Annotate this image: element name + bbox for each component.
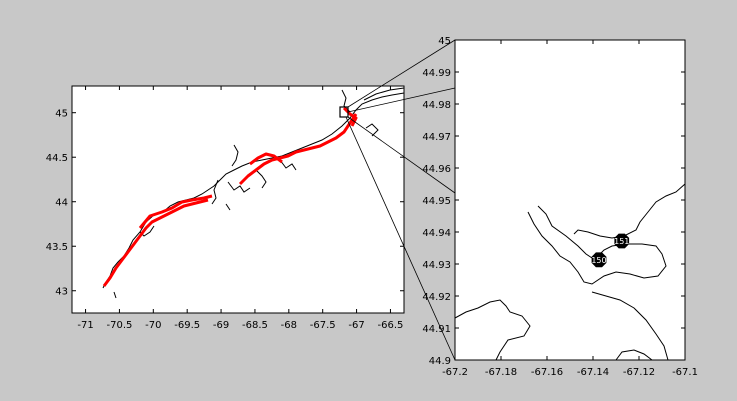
detail-ytick-label: 44.97 xyxy=(422,132,451,143)
connector-line-1 xyxy=(347,39,456,108)
detail-plot-area xyxy=(454,39,686,361)
detail-ytick-label: 44.98 xyxy=(422,100,451,111)
overview-ytick-label: 44.5 xyxy=(46,153,68,164)
overview-xtick-label: -70.5 xyxy=(106,320,132,331)
detail-ytick-label: 44.91 xyxy=(422,324,451,335)
detail-ytick-label: 44.99 xyxy=(422,68,451,79)
overview-xtick-label: -66.5 xyxy=(378,320,404,331)
overview-coastline xyxy=(102,87,405,299)
detail-ytick-label: 44.93 xyxy=(422,260,451,271)
detail-axis-ticks: -67.2 -67.18 -67.16 -67.14 -67.12 -67.144.944… xyxy=(422,36,698,378)
zoom-connector-lines xyxy=(345,39,456,361)
detail-xtick-label: -67.14 xyxy=(577,367,609,378)
overview-ytick-label: 45 xyxy=(55,109,68,120)
detail-xtick-label: -67.12 xyxy=(623,367,655,378)
station-label: 151 xyxy=(614,237,629,246)
overview-xtick-label: -68.5 xyxy=(242,320,268,331)
detail-ytick-label: 44.95 xyxy=(422,196,451,207)
detail-xtick-label: -67.18 xyxy=(485,367,517,378)
connector-line-3 xyxy=(347,116,456,194)
overview-map: -71 -70.5 -70 -69.5 -69 -68.5 -68 -67.5 -67 -66.5… xyxy=(46,85,405,331)
detail-stations: 150 151 xyxy=(591,233,630,268)
overview-xtick-label: -68 xyxy=(281,320,297,331)
overview-ytick-label: 43.5 xyxy=(46,242,68,253)
detail-xtick-label: -67.16 xyxy=(531,367,563,378)
detail-ytick-label: 45 xyxy=(438,36,451,47)
overview-xtick-label: -69 xyxy=(213,320,229,331)
overview-highlight xyxy=(102,106,358,287)
detail-map: 150 151 -67.2 -67.18 -67.16 -67.14 -67.12 -67.… xyxy=(422,36,698,378)
overview-xtick-label: -71 xyxy=(77,320,93,331)
connector-line-4 xyxy=(345,116,456,361)
detail-xtick-label: -67.1 xyxy=(672,367,698,378)
overview-ytick-label: 43 xyxy=(55,287,68,298)
overview-xtick-label: -67 xyxy=(348,320,364,331)
overview-xtick-label: -67.5 xyxy=(310,320,336,331)
station-marker xyxy=(591,252,607,268)
detail-ytick-label: 44.96 xyxy=(422,164,451,175)
overview-xtick-label: -70 xyxy=(145,320,161,331)
detail-xtick-label: -67.2 xyxy=(442,367,468,378)
station-marker xyxy=(614,233,630,249)
station-label: 150 xyxy=(591,256,606,265)
connector-line-2 xyxy=(347,87,456,113)
detail-ytick-label: 44.9 xyxy=(429,356,451,367)
detail-coastline xyxy=(454,183,686,361)
detail-ytick-label: 44.94 xyxy=(422,228,451,239)
overview-ytick-label: 44 xyxy=(55,198,68,209)
overview-xtick-label: -69.5 xyxy=(174,320,200,331)
detail-ytick-label: 44.92 xyxy=(422,292,451,303)
overview-axis-ticks: -71 -70.5 -70 -69.5 -69 -68.5 -68 -67.5 -67 -66.5… xyxy=(46,86,404,331)
